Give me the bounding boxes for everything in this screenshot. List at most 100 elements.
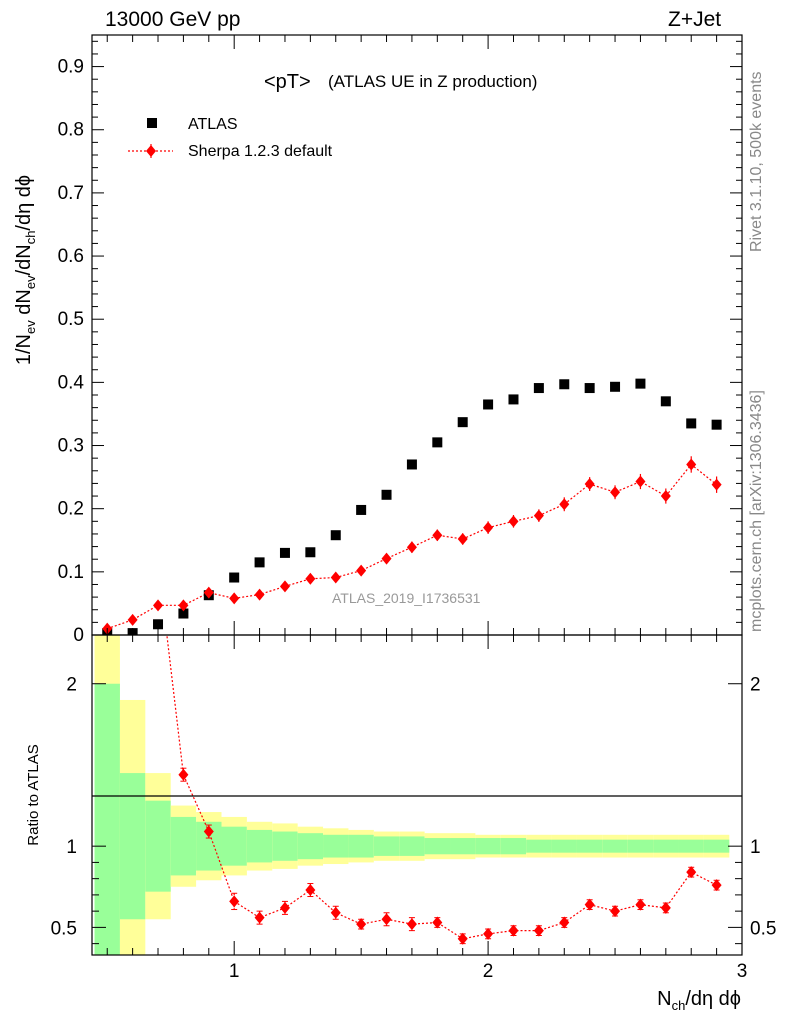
main-y-tick-label: 0.9 — [58, 57, 84, 78]
atlas-data-point — [254, 557, 265, 568]
sherpa-point — [203, 586, 214, 599]
ratio-point — [178, 768, 189, 781]
ratio-y-tick-label-right: 1 — [750, 837, 761, 858]
sherpa-point — [356, 564, 367, 577]
atlas-data-point — [660, 396, 671, 407]
ratio-y-tick-label-left: 1 — [66, 837, 77, 858]
ratio-band-inner — [297, 833, 324, 860]
sherpa-point — [254, 588, 265, 601]
ratio-band-inner — [399, 836, 425, 856]
atlas-data-point — [432, 437, 443, 448]
ratio-band-inner — [170, 816, 197, 876]
atlas-data-point — [635, 378, 646, 389]
atlas-data-point — [584, 383, 595, 394]
ratio-point — [635, 898, 646, 911]
ratio-point — [660, 901, 671, 914]
ratio-point — [279, 901, 290, 914]
ratio-point — [584, 898, 595, 911]
atlas-data-point — [178, 608, 189, 619]
atlas-data-point — [457, 417, 468, 428]
ratio-band-inner — [246, 829, 273, 863]
ratio-band-inner — [119, 773, 146, 920]
ratio-band-inner — [94, 683, 120, 955]
axes-ticks: 0 0.1 0.2 0.3 0.4 0.5 0.6 0.7 0.8 0.9 1 2 3 0.5 0.5 1 1 2… — [51, 35, 776, 982]
ratio-series — [166, 635, 722, 945]
sherpa-point — [660, 490, 671, 503]
ratio-point — [508, 924, 519, 937]
sherpa-point — [127, 613, 138, 626]
ratio-uncertainty-bands — [94, 635, 730, 955]
atlas-data-point — [229, 572, 240, 583]
main-y-tick-label: 0.1 — [58, 562, 84, 583]
atlas-data-point — [559, 379, 570, 390]
atlas-data-point — [610, 381, 621, 392]
ratio-y-axis-label: Ratio to ATLAS — [25, 744, 42, 845]
ratio-band-inner — [450, 838, 476, 855]
ratio-band-inner — [602, 839, 628, 853]
header-right-label: Z+Jet — [668, 8, 722, 31]
ratio-point — [457, 932, 468, 945]
ratio-band-inner — [475, 838, 501, 855]
ratio-band-inner — [551, 839, 577, 853]
ratio-band-inner — [703, 839, 730, 853]
sherpa-point — [610, 486, 621, 499]
ratio-point — [406, 918, 417, 931]
ratio-band-inner — [348, 834, 374, 858]
ratio-point — [686, 866, 697, 879]
sherpa-point — [483, 521, 494, 534]
ratio-x-tick-label: 2 — [483, 961, 494, 982]
chart-subtitle: (ATLAS UE in Z production) — [328, 72, 537, 91]
ratio-point — [483, 927, 494, 940]
ratio-band-inner — [272, 831, 298, 861]
atlas-data-point — [381, 489, 392, 500]
atlas-data-point — [305, 547, 316, 558]
atlas-data-point — [711, 419, 722, 430]
ratio-point — [533, 924, 544, 937]
ratio-point — [432, 916, 443, 929]
ratio-point — [559, 916, 570, 929]
ratio-point — [203, 825, 214, 838]
ratio-point — [305, 884, 316, 897]
sherpa-point — [711, 478, 722, 491]
atlas-data-point — [153, 619, 164, 630]
ratio-x-tick-label: 3 — [737, 961, 748, 982]
ratio-point — [229, 895, 240, 908]
ratio-y-tick-label-right: 0.5 — [750, 918, 776, 939]
atlas-data-point — [533, 383, 544, 394]
ratio-band-inner — [323, 834, 349, 858]
ratio-band-inner — [526, 839, 552, 853]
ratio-point — [356, 918, 367, 931]
main-y-tick-label: 0.8 — [58, 120, 84, 141]
main-y-tick-label: 0.7 — [58, 183, 84, 204]
atlas-data-point — [330, 530, 341, 541]
ratio-frame — [91, 634, 743, 956]
ratio-x-tick-label: 1 — [229, 961, 240, 982]
main-y-tick-label: 0.2 — [58, 499, 84, 520]
sherpa-point — [508, 515, 519, 528]
ratio-band-inner — [373, 836, 400, 856]
sherpa-point — [559, 498, 570, 511]
legend-atlas-label: ATLAS — [188, 116, 238, 133]
ratio-band-inner — [145, 800, 171, 892]
sherpa-point — [153, 599, 164, 612]
legend-sherpa-marker — [146, 145, 156, 157]
sherpa-point — [686, 458, 697, 471]
ratio-point — [381, 913, 392, 926]
ratio-band-inner — [653, 839, 679, 853]
atlas-data-point — [279, 547, 290, 558]
ratio-point — [330, 906, 341, 919]
legend-sherpa-label: Sherpa 1.2.3 default — [188, 143, 333, 160]
sherpa-point — [305, 572, 316, 585]
sherpa-point — [381, 552, 392, 565]
atlas-data-point — [356, 504, 367, 515]
svg-text:1/Nev dNev/dNch/dη dϕ: 1/Nev dNev/dNch/dη dϕ — [13, 175, 38, 365]
ratio-point — [610, 905, 621, 918]
ratio-band-inner — [424, 838, 451, 855]
ratio-band-inner — [500, 838, 527, 855]
main-y-tick-label: 0.5 — [58, 309, 84, 330]
ratio-point — [711, 879, 722, 892]
ratio-point — [254, 911, 265, 924]
main-y-tick-label: 0 — [73, 625, 84, 646]
main-y-tick-label: 0.6 — [58, 246, 84, 267]
